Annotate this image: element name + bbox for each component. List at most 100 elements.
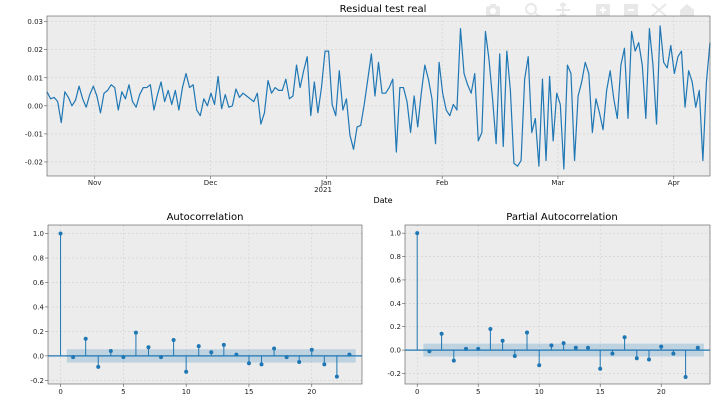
line-chart: 0.03 0.02 0.01 0.00 -0.01 -0.02 Nov Dec Jan Feb M… bbox=[25, 4, 711, 205]
x-tick-label: 20 bbox=[657, 388, 666, 396]
x-tick-label: Apr bbox=[668, 179, 680, 187]
stem-marker bbox=[184, 369, 189, 374]
stem-marker bbox=[121, 355, 126, 360]
stem-marker bbox=[297, 359, 302, 364]
stem-marker bbox=[347, 352, 352, 357]
y-ticks: 0.03 0.02 0.01 0.00 -0.01 -0.02 bbox=[25, 18, 47, 166]
stem-marker bbox=[683, 374, 688, 379]
stems bbox=[415, 231, 700, 379]
stem-marker bbox=[322, 362, 327, 367]
toolbar bbox=[480, 0, 710, 20]
y-tick-label: 0.6 bbox=[390, 276, 402, 284]
y-tick-label: -0.02 bbox=[25, 158, 43, 166]
y-tick-label: 0.8 bbox=[390, 253, 401, 261]
y-ticks: 1.0 0.8 0.6 0.4 0.2 0.0 -0.2 bbox=[30, 230, 48, 385]
pan-icon[interactable] bbox=[554, 2, 572, 18]
stem-marker bbox=[246, 361, 251, 366]
y-tick-label: 1.0 bbox=[390, 230, 401, 238]
plot-area bbox=[405, 225, 710, 384]
x-tick-label: Mar bbox=[551, 179, 564, 187]
stem-marker bbox=[415, 231, 420, 236]
y-tick-label: -0.2 bbox=[30, 377, 44, 385]
x-axis-label: Date bbox=[373, 196, 392, 205]
x-tick-label: 20 bbox=[307, 388, 316, 396]
x-tick-sublabel: 2021 bbox=[314, 186, 332, 194]
home-icon[interactable] bbox=[678, 2, 696, 18]
stem-marker bbox=[108, 348, 113, 353]
x-tick-label: 5 bbox=[476, 388, 480, 396]
plot-frame bbox=[46, 15, 711, 177]
autoscale-icon[interactable] bbox=[650, 2, 668, 18]
stem-marker bbox=[586, 345, 590, 350]
stem-marker bbox=[439, 331, 444, 336]
plot-area bbox=[48, 225, 362, 384]
y-tick-label: 0.02 bbox=[27, 46, 43, 54]
plot-area bbox=[47, 16, 710, 176]
stem-marker bbox=[500, 338, 505, 343]
y-tick-label: 0.03 bbox=[27, 18, 43, 26]
acf-chart: 1.0 0.8 0.6 0.4 0.2 0.0 -0.2 0 5 10 15 20 Autocorr… bbox=[30, 212, 363, 396]
stem-marker bbox=[561, 341, 566, 346]
stem-marker bbox=[451, 358, 456, 363]
stem-marker bbox=[659, 344, 664, 349]
stem-marker bbox=[610, 351, 615, 356]
x-tick-label: Jan bbox=[320, 179, 332, 187]
stem-marker bbox=[488, 327, 493, 332]
stem-marker bbox=[133, 330, 138, 335]
stem-marker bbox=[549, 343, 554, 348]
x-tick-label: 15 bbox=[244, 388, 253, 396]
x-tick-label: Nov bbox=[88, 179, 102, 187]
y-tick-label: 0.2 bbox=[33, 328, 44, 336]
stem-marker bbox=[427, 349, 432, 354]
stem-marker bbox=[476, 346, 481, 351]
x-ticks: 0 5 10 15 20 bbox=[58, 384, 316, 396]
stem-marker bbox=[58, 231, 63, 236]
stem-marker bbox=[71, 355, 76, 360]
chart-title: Autocorrelation bbox=[167, 212, 244, 223]
y-tick-label: 0.0 bbox=[390, 347, 401, 355]
x-tick-label: 5 bbox=[121, 388, 125, 396]
stem-marker bbox=[647, 357, 651, 362]
stem-marker bbox=[464, 346, 468, 351]
camera-icon[interactable] bbox=[484, 2, 502, 18]
x-tick-label: 0 bbox=[58, 388, 62, 396]
stem-marker bbox=[622, 335, 627, 340]
stem-marker bbox=[573, 345, 578, 350]
stem-marker bbox=[598, 366, 603, 371]
stem-marker bbox=[259, 362, 264, 367]
stem-marker bbox=[309, 347, 314, 352]
series-line bbox=[46, 25, 711, 170]
y-tick-label: 0.4 bbox=[33, 303, 45, 311]
chart-title: Partial Autocorrelation bbox=[506, 212, 617, 223]
y-tick-label: -0.2 bbox=[387, 370, 401, 378]
y-tick-label: 0.6 bbox=[33, 279, 45, 287]
x-ticks: Nov Dec Jan Feb Mar Apr bbox=[88, 176, 680, 187]
pacf-chart: 1.0 0.8 0.6 0.4 0.2 0.0 -0.2 0 5 10 15 20 Partial … bbox=[387, 212, 711, 396]
y-tick-label: 0.2 bbox=[390, 323, 401, 331]
x-tick-label: Feb bbox=[436, 179, 449, 187]
y-tick-label: 0.0 bbox=[33, 352, 44, 360]
zoom-out-box-icon[interactable] bbox=[622, 2, 640, 18]
stem-marker bbox=[695, 345, 700, 350]
x-tick-label: 0 bbox=[415, 388, 419, 396]
stem-marker bbox=[671, 351, 676, 356]
stem-marker bbox=[234, 352, 239, 357]
stem-marker bbox=[96, 364, 101, 369]
plot-frame bbox=[404, 224, 711, 385]
x-tick-label: Dec bbox=[204, 179, 218, 187]
y-tick-label: 0.8 bbox=[33, 255, 44, 263]
stem-marker bbox=[512, 353, 517, 358]
y-tick-label: 1.0 bbox=[33, 230, 44, 238]
stems bbox=[58, 231, 352, 379]
stem-marker bbox=[196, 344, 201, 349]
y-tick-label: 0.01 bbox=[27, 74, 43, 82]
y-ticks: 1.0 0.8 0.6 0.4 0.2 0.0 -0.2 bbox=[387, 230, 405, 378]
stem-marker bbox=[334, 374, 339, 379]
stem-marker bbox=[272, 346, 277, 351]
x-tick-label: 10 bbox=[535, 388, 544, 396]
stem-marker bbox=[525, 330, 529, 335]
stem-marker bbox=[171, 337, 176, 342]
zoom-in-box-icon[interactable] bbox=[594, 2, 612, 18]
chart-title: Residual test real bbox=[340, 4, 427, 15]
